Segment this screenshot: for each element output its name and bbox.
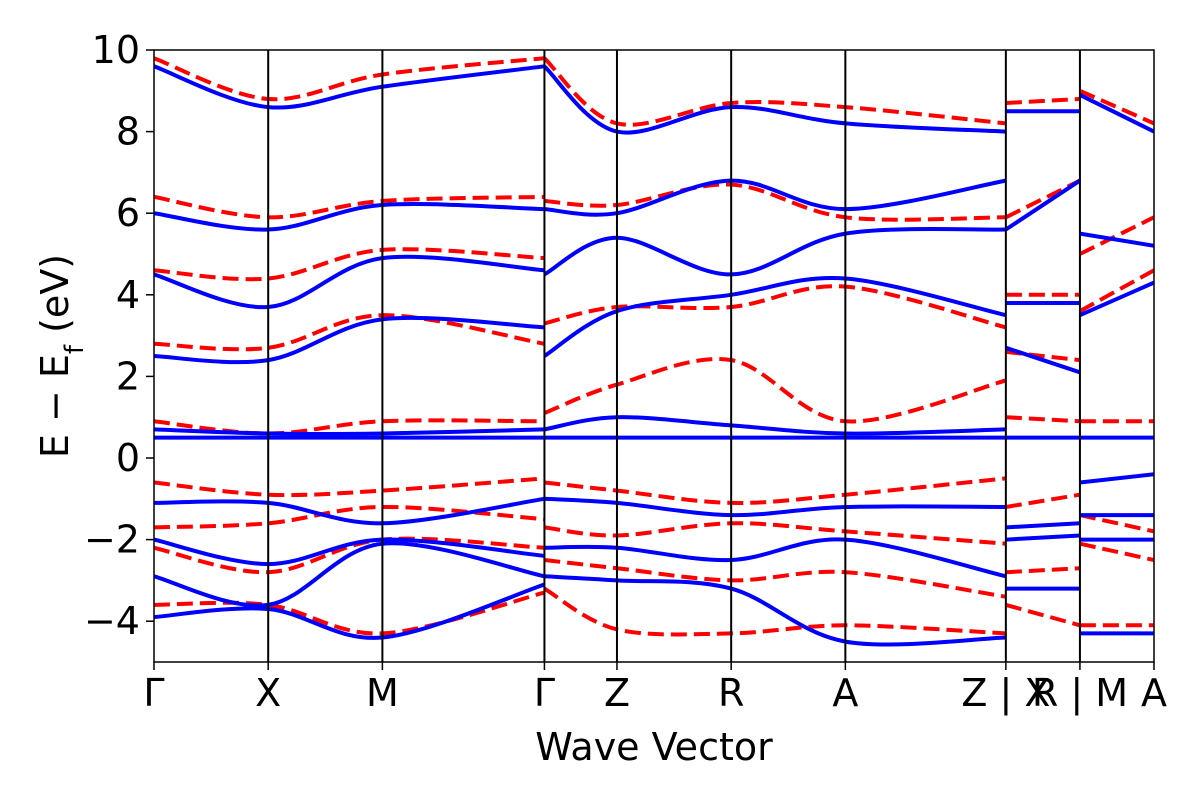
y-tick-label: 6 xyxy=(116,191,140,235)
y-tick-label: 0 xyxy=(116,436,140,480)
solid-band-line xyxy=(154,496,545,526)
dashed-band-line xyxy=(1005,178,1081,220)
dashed-band-line xyxy=(1005,602,1081,628)
solid-band-line xyxy=(544,415,1006,436)
x-tick-label: Z xyxy=(604,671,630,715)
dashed-band-line xyxy=(1078,268,1154,313)
solid-band-line xyxy=(1079,280,1154,318)
dashed-band-line xyxy=(1079,541,1154,562)
dashed-band-line xyxy=(544,521,1007,546)
dashed-band-line xyxy=(154,536,545,575)
solid-band-line xyxy=(1004,178,1082,232)
solid-band-line xyxy=(543,227,1006,277)
dashed-band-line xyxy=(544,558,1007,599)
dashed-band-line xyxy=(544,476,1007,505)
solid-bands-series xyxy=(154,64,1154,647)
y-axis-title: E − Ef (eV) xyxy=(33,254,90,458)
dashed-band-line xyxy=(1005,492,1081,509)
dashed-band-line xyxy=(154,504,545,530)
dashed-band-line xyxy=(1079,513,1154,534)
solid-band-line xyxy=(544,178,1007,217)
solid-band-line xyxy=(1079,472,1154,485)
x-tick-label: R | M xyxy=(1032,671,1128,716)
y-tick-label: 4 xyxy=(116,273,140,317)
solid-band-line xyxy=(544,537,1007,579)
dashed-band-line xyxy=(154,476,545,498)
solid-band-line xyxy=(544,574,1006,647)
dashed-band-line xyxy=(544,182,1006,222)
x-tick-label: X xyxy=(255,671,281,715)
solid-band-line xyxy=(154,202,545,232)
dashed-band-line xyxy=(543,357,1007,424)
y-axis-title-subscript: f xyxy=(60,344,90,354)
solid-band-line xyxy=(154,254,545,310)
dashed-band-line xyxy=(154,56,545,102)
solid-band-line xyxy=(1079,231,1154,248)
solid-band-line xyxy=(154,315,545,365)
dashed-band-line xyxy=(154,247,545,282)
x-tick-label: R xyxy=(718,671,744,715)
dashed-bands-series xyxy=(154,56,1154,637)
y-tick-label: −4 xyxy=(84,599,140,643)
x-tick-label: M xyxy=(366,671,399,715)
x-tick-label: A xyxy=(832,671,858,715)
dashed-band-line xyxy=(543,284,1007,330)
x-tick-label: Γ xyxy=(143,671,164,715)
solid-band-line xyxy=(1079,93,1154,134)
x-axis: Γ X M Γ Z R A Z | XR | M A xyxy=(143,662,1167,716)
bands-layer xyxy=(154,56,1154,647)
dashed-band-line xyxy=(154,313,545,352)
plot-frame xyxy=(153,49,1155,663)
y-axis-title-unit: (eV) xyxy=(33,254,77,345)
y-tick-label: 8 xyxy=(116,110,140,154)
y-tick-label: 10 xyxy=(92,28,140,72)
dashed-band-line xyxy=(154,418,545,436)
x-tick-label: Z | X xyxy=(961,671,1050,716)
solid-band-line xyxy=(1005,533,1081,542)
dashed-band-line xyxy=(1079,88,1154,126)
y-tick-label: 2 xyxy=(116,354,140,398)
solid-band-line xyxy=(154,541,545,608)
dashed-band-line xyxy=(154,194,545,220)
solid-band-line xyxy=(544,496,1006,518)
x-tick-label: A xyxy=(1141,671,1167,715)
kpoint-lines xyxy=(267,50,1081,662)
dashed-band-line xyxy=(543,586,1006,637)
solid-band-line xyxy=(1005,345,1081,375)
solid-band-line xyxy=(1005,521,1081,530)
dashed-band-line xyxy=(1079,215,1154,256)
dashed-band-line xyxy=(154,590,545,636)
y-tick-label: −2 xyxy=(84,518,140,562)
x-axis-title: Wave Vector xyxy=(535,725,773,769)
solid-band-line xyxy=(154,537,545,567)
solid-band-line xyxy=(154,427,545,437)
solid-band-line xyxy=(543,275,1007,358)
solid-band-line xyxy=(154,582,546,640)
x-tick-label: Γ xyxy=(534,671,555,715)
dashed-band-line xyxy=(1005,97,1081,105)
y-axis: −4 −2 0 2 4 6 8 10 xyxy=(84,28,154,643)
dashed-band-line xyxy=(1005,415,1081,424)
y-axis-title-main: E − E xyxy=(33,354,77,458)
dashed-band-line xyxy=(1005,566,1081,575)
solid-band-line xyxy=(154,64,545,110)
